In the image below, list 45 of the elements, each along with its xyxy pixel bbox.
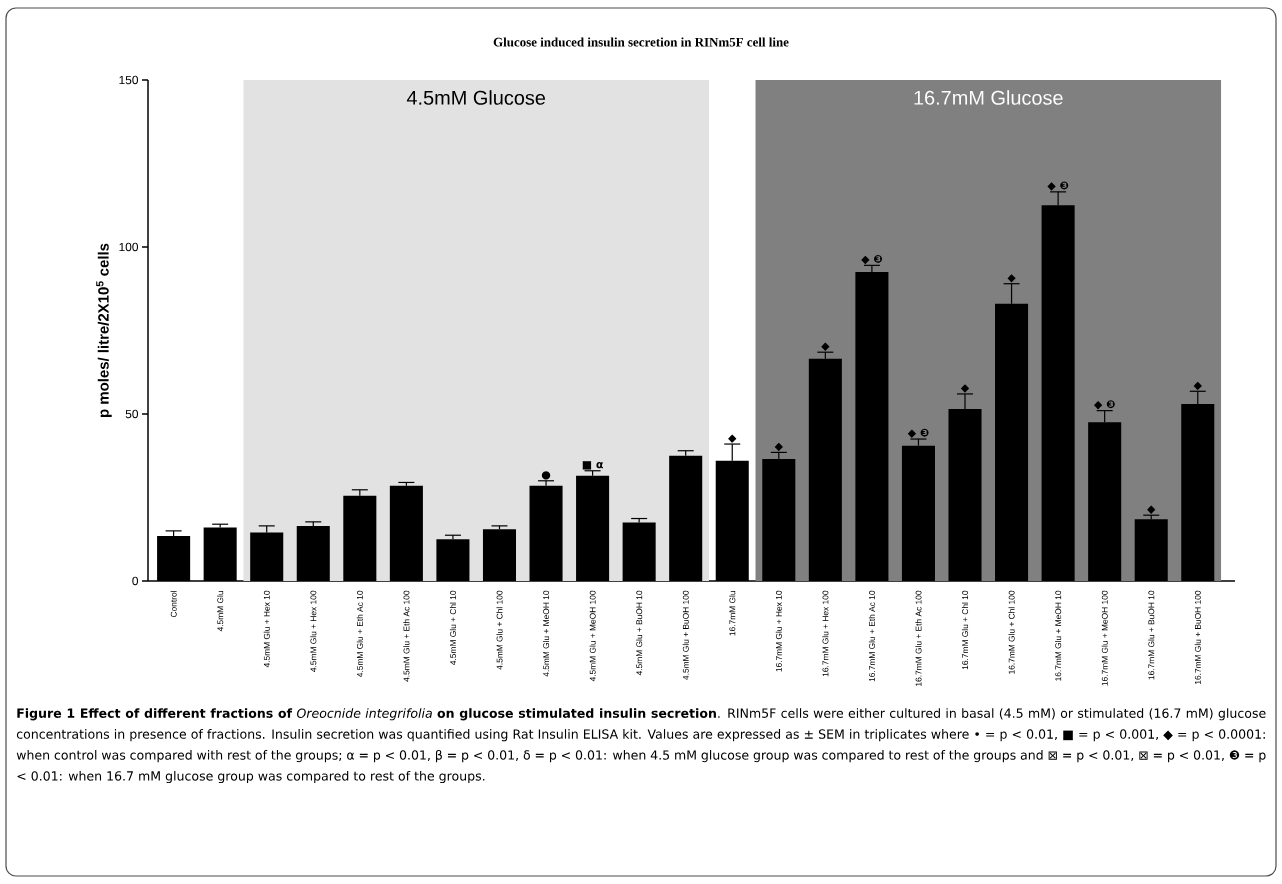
x-tick-label: 4.5mM Glu + Eth Ac 10 xyxy=(356,590,363,678)
annotation: ◆ ❸ xyxy=(1093,400,1115,410)
x-tick-label: 16.7mM Glu + Eth Ac 10 xyxy=(868,590,875,682)
annotation: ◆ ❸ xyxy=(907,428,929,438)
x-tick-label: 16.7mM Glu + BuOH 100 xyxy=(1194,590,1201,685)
x-tick-label: 4.5mM Glu + Eth Ac 100 xyxy=(403,590,410,682)
y-tick-label: 150 xyxy=(119,75,139,85)
x-tick-label: 4.5mM Glu + Chl 100 xyxy=(496,590,503,670)
annotation: ◆ ❸ xyxy=(861,254,883,265)
annotation: ■ α xyxy=(582,461,603,470)
annotation: ● xyxy=(541,471,551,480)
annotation: ◆ xyxy=(728,434,737,443)
x-tick-label: 16.7mM Glu + Hex 100 xyxy=(822,590,829,677)
x-tick-label: 16.7mM Glu + MeOH 100 xyxy=(1101,590,1108,686)
band-label: 4.5mM Glucose xyxy=(406,90,546,105)
x-tick-label: 16.7mM Glu + Eth Ac 100 xyxy=(915,590,922,686)
annotation: ◆ ❸ xyxy=(1047,181,1069,191)
x-tick-label: 16.7mM Glu + Chl 100 xyxy=(1008,590,1015,674)
x-tick-label: 16.7mM Glu xyxy=(729,591,736,636)
x-tick-label: 16.7mM Glu + BuOH 10 xyxy=(1148,590,1155,680)
y-tick-label: 50 xyxy=(125,409,139,419)
x-tick-label: 4.5mM Glu + MeOH 10 xyxy=(542,590,550,677)
y-tick-label: 0 xyxy=(132,576,139,586)
x-tick-label: 4.5mM Glu + BuOH 10 xyxy=(636,590,643,676)
band-label: 16.7mM Glucose xyxy=(914,90,1063,105)
text: Figure 1 Effect of different fractions of Oreocnide integrifolia on glucose stimulated insulin secretion. RINm5F cells were either cultured in basal (4.5 mM) or stimulated (16.7 mM) glucose concentrations in presence of fractions. Insulin secretion was quantified using Rat Insulin ELISA kit. Values are expressed as ± SEM in triplicates where • = p < 0.01, ■ = p < 0.001, ◆ = p < 0.0001: when control was compared with rest of the groups; α = p < 0.01, β = p < 0.01, δ = p < 0.01: when 4.5 mM glucose group was compared to rest of the groups and ⊠ = p < 0.01, ⊠ = p < 0.01, ❸ = p < 0.01: when 16.7 mM glucose group was compared to rest of the groups. xyxy=(16,708,1266,784)
annotation: ◆ xyxy=(1193,381,1202,391)
x-tick-label: 4.5mM Glu + MeOH 100 xyxy=(589,590,596,682)
x-tick-label: 16.7mM Glu + Chl 10 xyxy=(961,590,969,670)
chart-title: Glucose induced insulin secretion in RINm5F cell line xyxy=(493,37,789,47)
x-tick-label: Control xyxy=(170,591,177,618)
annotation: ◆ xyxy=(774,442,783,452)
x-tick-label: 4.5mM Glu + Hex 10 xyxy=(263,590,270,668)
annotation: ◆ xyxy=(960,384,970,393)
x-tick-label: 4.5mM Glu + BuOH 100 xyxy=(682,590,689,680)
x-tick-label: 4.5mM Glu + Hex 100 xyxy=(310,590,317,672)
x-tick-label: 16.7mM Glu + Hex 10 xyxy=(775,590,782,672)
x-tick-label: 4.5mM Glu + Chl 10 xyxy=(449,590,456,665)
y-axis-title: p moles/ litre/2X10$^{5}$ cells xyxy=(96,243,112,417)
x-tick-label: 16.7mM Glu + MeOH 10 xyxy=(1055,590,1062,681)
y-tick-label: 100 xyxy=(119,242,139,252)
x-tick-label: 4.5mM Glu xyxy=(217,591,224,632)
annotation: ◆ xyxy=(1007,274,1016,283)
annotation: ◆ xyxy=(1147,505,1156,514)
annotation: ◆ xyxy=(821,342,830,351)
